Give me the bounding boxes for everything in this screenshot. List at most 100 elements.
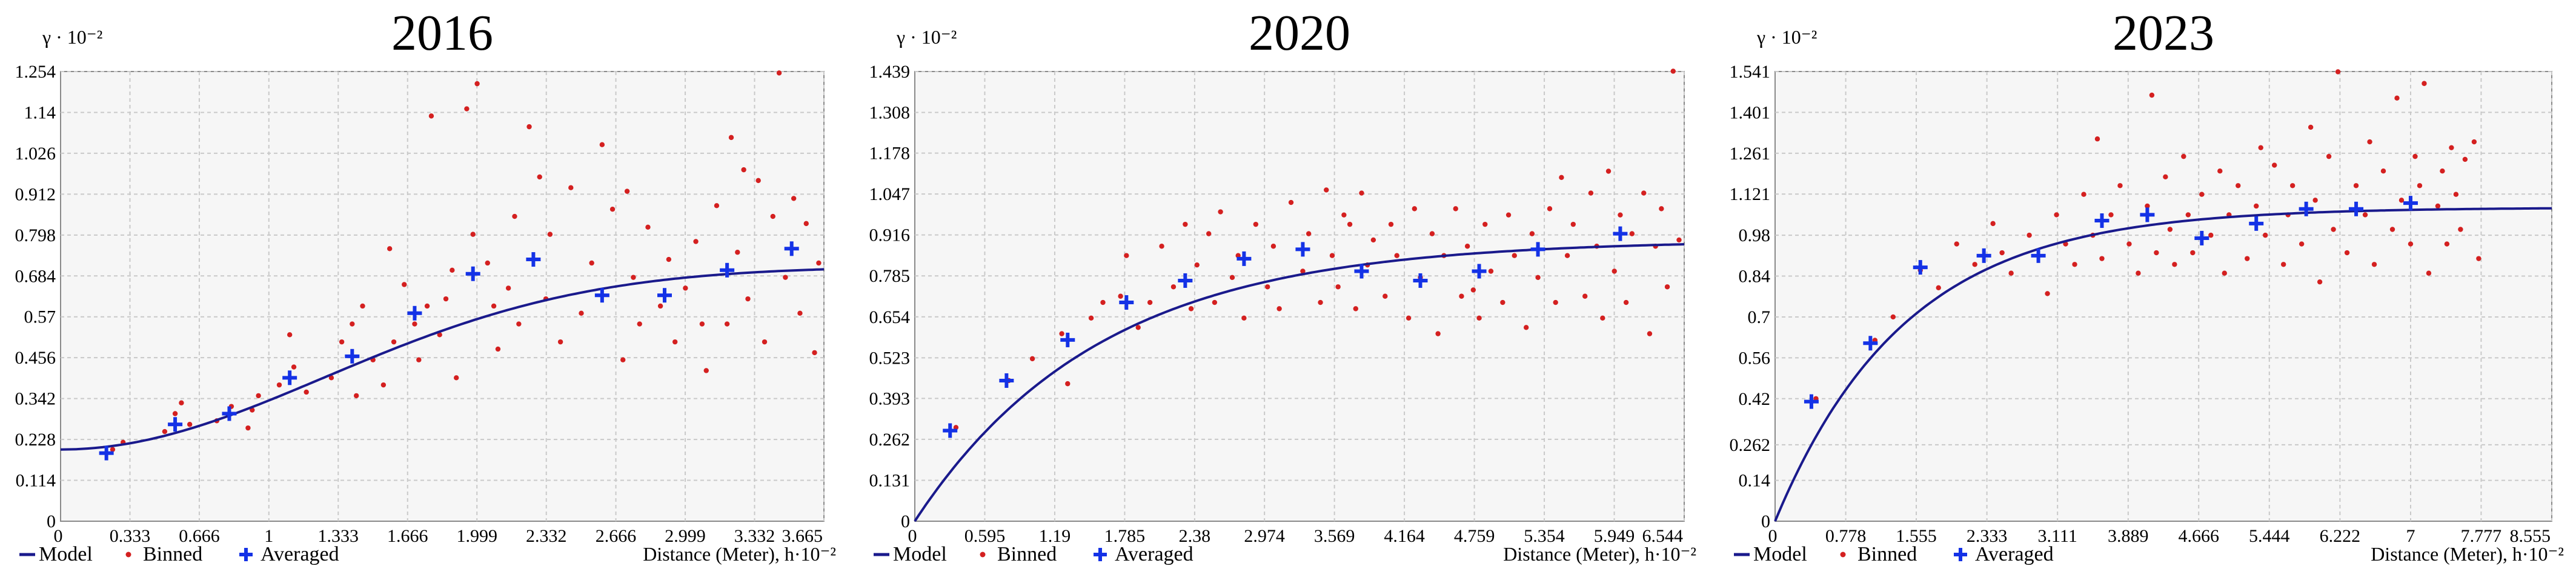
- binned-point: [428, 113, 434, 119]
- binned-point: [1623, 299, 1629, 305]
- binned-point: [2331, 227, 2336, 232]
- binned-point: [557, 339, 563, 345]
- binned-point: [728, 135, 734, 141]
- binned-point: [1229, 275, 1235, 281]
- binned-point: [672, 339, 678, 345]
- binned-point: [2353, 183, 2359, 188]
- binned-point: [491, 303, 497, 309]
- binned-point: [953, 425, 959, 430]
- binned-point: [2435, 203, 2441, 209]
- y-tick-label: 0.228: [15, 430, 56, 450]
- binned-point: [2172, 262, 2177, 267]
- binned-point: [1505, 212, 1512, 218]
- legend-binned-swatch: [125, 552, 131, 558]
- x-tick-label: 1.785: [1104, 526, 1146, 546]
- binned-point: [2335, 69, 2341, 75]
- binned-point: [2449, 145, 2454, 150]
- binned-point: [1029, 356, 1035, 362]
- binned-point: [1459, 293, 1464, 299]
- binned-point: [2163, 174, 2168, 180]
- y-tick-label: 0.785: [869, 266, 911, 286]
- y-tick-label: 0.262: [1730, 435, 1771, 455]
- binned-point: [2412, 153, 2418, 159]
- x-tick-label: 2.38: [1179, 526, 1211, 546]
- binned-point: [1318, 299, 1323, 305]
- binned-point: [1500, 299, 1505, 305]
- binned-point: [353, 393, 359, 399]
- binned-point: [745, 296, 751, 302]
- y-tick-label: 0.42: [1739, 389, 1771, 409]
- legend-model-label: Model: [893, 543, 947, 565]
- binned-point: [2045, 291, 2050, 296]
- binned-point: [424, 303, 430, 309]
- binned-point: [2217, 168, 2223, 174]
- binned-point: [412, 321, 417, 327]
- model-curve: [914, 243, 1685, 522]
- binned-point: [2126, 241, 2132, 247]
- binned-point: [1559, 175, 1564, 181]
- binned-point: [735, 250, 740, 255]
- x-tick-label: 0.595: [964, 526, 1006, 546]
- x-tick-label: 3.889: [2108, 526, 2149, 546]
- binned-point: [1370, 237, 1376, 243]
- legend-averaged-label: Averaged: [1975, 543, 2054, 565]
- x-tick-label: 0.666: [179, 526, 220, 546]
- binned-point: [1429, 231, 1435, 236]
- averaged-point: [1354, 264, 1369, 279]
- averaged-point: [407, 305, 422, 321]
- binned-point: [741, 167, 746, 173]
- binned-point: [568, 185, 574, 190]
- binned-point: [2208, 232, 2214, 238]
- binned-point: [437, 332, 442, 338]
- binned-point: [2280, 262, 2286, 267]
- binned-point: [1353, 306, 1358, 312]
- binned-point: [1206, 231, 1212, 236]
- x-tick-label: 7.777: [2461, 526, 2502, 546]
- binned-point: [2422, 81, 2427, 86]
- binned-point: [1218, 209, 1223, 215]
- binned-point: [2145, 203, 2150, 209]
- legend-binned-label: Binned: [997, 543, 1057, 565]
- x-tick-label: 6.222: [2320, 526, 2361, 546]
- binned-point: [1341, 212, 1347, 218]
- averaged-point: [2194, 230, 2209, 245]
- x-tick-label: 1.999: [456, 526, 497, 546]
- binned-point: [2344, 250, 2350, 256]
- legend: Model Binned Averaged: [1734, 543, 2054, 565]
- binned-point: [1183, 221, 1188, 227]
- binned-point: [1676, 237, 1682, 243]
- x-tick-label: 3.332: [734, 526, 775, 546]
- legend-averaged-label: Averaged: [261, 543, 339, 565]
- binned-point: [350, 321, 355, 327]
- binned-point: [1288, 199, 1294, 205]
- binned-point: [187, 422, 193, 427]
- y-tick-label: 1.178: [869, 144, 911, 164]
- averaged-point: [1413, 273, 1428, 288]
- x-tick-label: 2.666: [596, 526, 637, 546]
- binned-point: [2167, 227, 2173, 232]
- chart-panel-2020: 2020 γ · 10⁻² 0 0.131 0.262 0.393 0.523 0.654 0.…: [869, 5, 1697, 565]
- x-tick-label: 1.555: [1896, 526, 1937, 546]
- binned-point: [776, 70, 782, 76]
- binned-point: [2094, 136, 2100, 142]
- averaged-point: [2031, 248, 2046, 263]
- x-axis-label: Distance (Meter), h·10⁻²: [1503, 543, 1696, 565]
- binned-point: [547, 232, 553, 237]
- x-tick-label: 8.555: [2510, 526, 2551, 546]
- binned-point: [2181, 153, 2186, 159]
- binned-point: [1347, 221, 1353, 227]
- binned-point: [1600, 315, 1605, 321]
- averaged-point: [1178, 273, 1193, 288]
- binned-point: [783, 275, 788, 280]
- binned-point: [1235, 253, 1241, 258]
- averaged-point: [943, 423, 958, 438]
- y-tick-label: 0.393: [869, 388, 911, 408]
- x-tick-label: 4.759: [1454, 526, 1495, 546]
- binned-point: [450, 267, 455, 273]
- binned-point: [339, 339, 345, 345]
- binned-point: [1059, 331, 1064, 336]
- binned-point: [693, 239, 699, 244]
- binned-point: [1118, 293, 1123, 299]
- x-tick-label: 4.666: [2178, 526, 2219, 546]
